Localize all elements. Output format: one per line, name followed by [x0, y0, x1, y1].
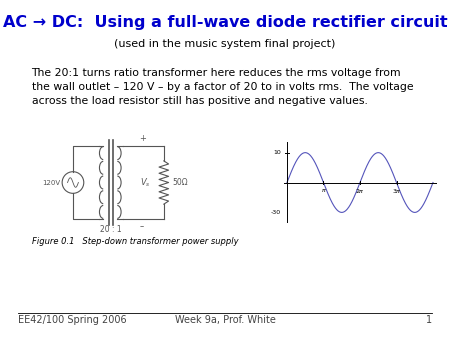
Text: $\pi$: $\pi$ — [320, 187, 326, 194]
Text: 50Ω: 50Ω — [172, 178, 188, 187]
Text: $3\pi$: $3\pi$ — [392, 187, 401, 195]
Text: -30: -30 — [271, 210, 281, 215]
Text: $2\pi$: $2\pi$ — [355, 187, 365, 195]
Text: $V_s$: $V_s$ — [140, 176, 151, 189]
Text: +: + — [139, 134, 146, 143]
Text: EE42/100 Spring 2006: EE42/100 Spring 2006 — [18, 315, 126, 325]
Text: 20 : 1: 20 : 1 — [100, 224, 122, 234]
Text: 120V: 120V — [42, 179, 60, 186]
Text: Figure 0.1   Step-down transformer power supply: Figure 0.1 Step-down transformer power s… — [32, 237, 238, 246]
Text: The 20:1 turns ratio transformer here reduces the rms voltage from
the wall outl: The 20:1 turns ratio transformer here re… — [32, 68, 413, 106]
Text: AC → DC:  Using a full-wave diode rectifier circuit: AC → DC: Using a full-wave diode rectifi… — [3, 15, 447, 30]
Text: (used in the music system final project): (used in the music system final project) — [114, 39, 336, 49]
Text: 10: 10 — [274, 150, 281, 155]
Text: 1: 1 — [426, 315, 432, 325]
Text: –: – — [140, 222, 144, 232]
Text: Week 9a, Prof. White: Week 9a, Prof. White — [175, 315, 275, 325]
